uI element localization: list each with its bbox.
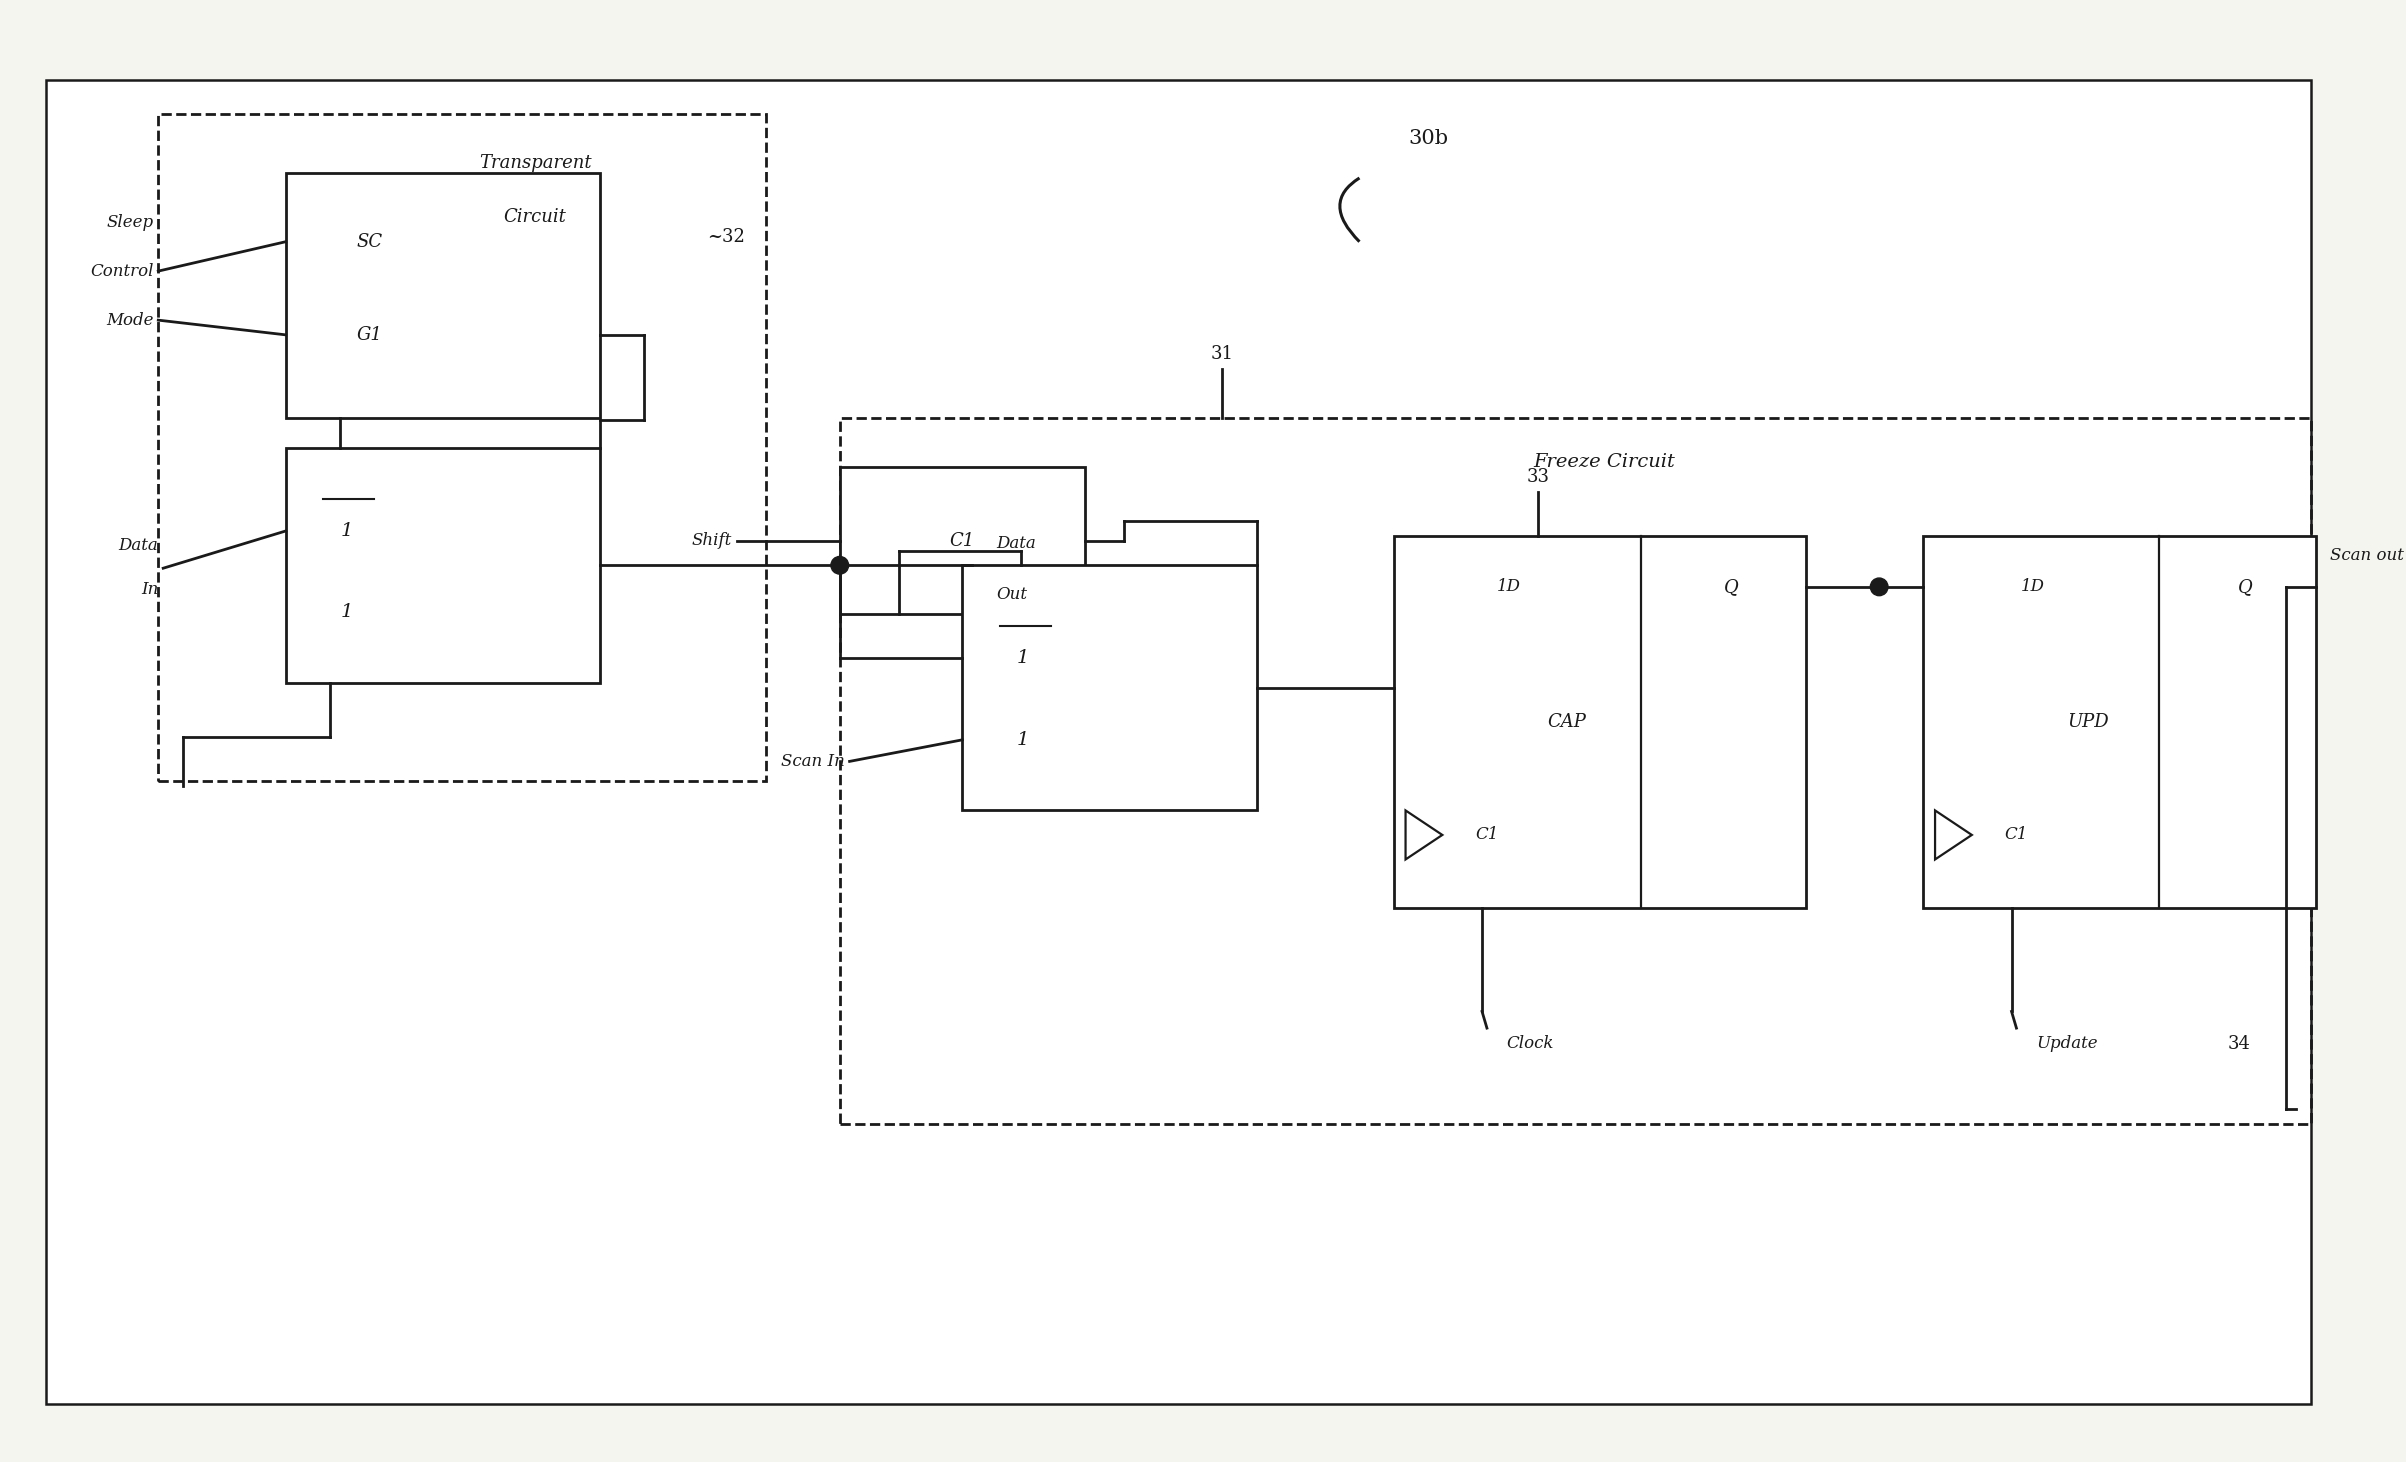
- Text: Shift: Shift: [691, 532, 731, 550]
- Text: Update: Update: [2035, 1035, 2098, 1053]
- Bar: [159, 114, 765, 781]
- Text: Sleep: Sleep: [106, 213, 154, 231]
- Bar: [840, 468, 1085, 614]
- Text: Scan In: Scan In: [782, 753, 845, 770]
- Text: G1: G1: [356, 326, 383, 344]
- Text: 1: 1: [339, 522, 354, 539]
- Text: Circuit: Circuit: [503, 208, 568, 227]
- Text: 1: 1: [1018, 731, 1030, 749]
- Text: Transparent: Transparent: [479, 155, 592, 173]
- Text: Q: Q: [2238, 577, 2252, 596]
- Bar: [286, 447, 599, 683]
- Bar: [1922, 537, 2315, 908]
- Text: CAP: CAP: [1547, 713, 1586, 731]
- Text: Scan out: Scan out: [2331, 547, 2404, 564]
- Circle shape: [830, 557, 849, 575]
- Text: UPD: UPD: [2067, 713, 2108, 731]
- Text: Data: Data: [118, 537, 159, 554]
- Circle shape: [1869, 577, 1889, 595]
- Text: 1D: 1D: [2021, 579, 2045, 595]
- Text: Clock: Clock: [1506, 1035, 1554, 1053]
- Text: 34: 34: [2228, 1035, 2250, 1053]
- Text: 33: 33: [1525, 468, 1549, 485]
- Bar: [840, 418, 2310, 1124]
- Text: 1: 1: [1018, 649, 1030, 668]
- Text: Q: Q: [1725, 577, 1740, 596]
- Bar: [286, 173, 599, 418]
- Text: C1: C1: [2004, 826, 2028, 844]
- Bar: [962, 566, 1256, 810]
- Text: C1: C1: [1475, 826, 1499, 844]
- Text: ~32: ~32: [707, 228, 746, 246]
- Text: SC: SC: [356, 232, 383, 250]
- Text: Control: Control: [89, 263, 154, 279]
- Text: Data: Data: [996, 535, 1037, 553]
- Text: Out: Out: [996, 586, 1027, 604]
- Text: 1D: 1D: [1497, 579, 1521, 595]
- Bar: [1393, 537, 1804, 908]
- Text: 31: 31: [1210, 345, 1234, 364]
- Text: In: In: [142, 582, 159, 598]
- Text: 1: 1: [339, 604, 354, 621]
- Text: Freeze Circuit: Freeze Circuit: [1533, 453, 1675, 471]
- Text: 30b: 30b: [1408, 129, 1448, 148]
- Text: C1: C1: [950, 532, 974, 550]
- Text: Mode: Mode: [106, 311, 154, 329]
